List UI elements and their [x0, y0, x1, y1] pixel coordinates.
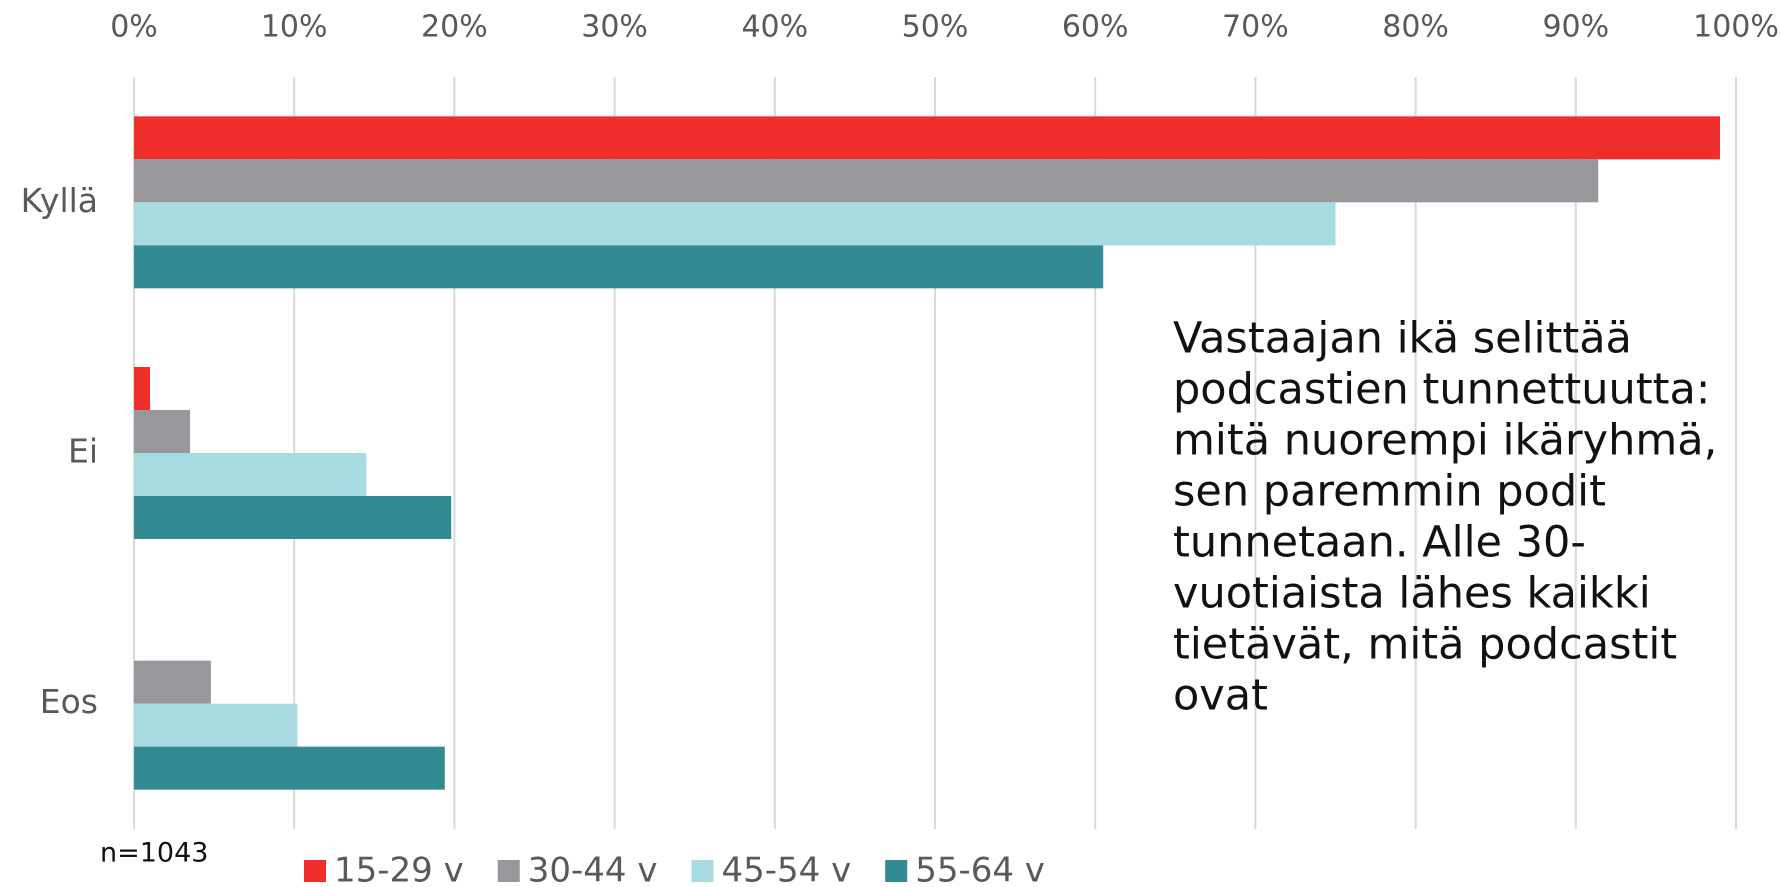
bar — [134, 453, 367, 496]
annotation-line: tietävät, mitä podcastit — [1173, 620, 1677, 670]
x-tick-label: 80% — [1382, 10, 1449, 45]
legend-swatch — [497, 860, 520, 882]
annotation-line: mitä nuorempi ikäryhmä, — [1173, 416, 1717, 466]
legend-label: 55-64 v — [915, 851, 1045, 887]
bar — [134, 245, 1104, 289]
annotation-line: podcastien tunnettuutta: — [1173, 365, 1710, 415]
annotation-line: ovat — [1173, 671, 1268, 721]
x-tick-label: 10% — [261, 10, 328, 45]
legend-label: 15-29 v — [334, 851, 464, 887]
category-label: Kyllä — [21, 181, 98, 220]
legend-label: 45-54 v — [721, 851, 851, 887]
x-tick-label: 100% — [1693, 10, 1779, 45]
x-tick-label: 20% — [421, 10, 488, 45]
bar — [134, 159, 1599, 203]
legend-swatch — [304, 860, 326, 882]
bar — [134, 202, 1336, 246]
bar — [134, 496, 452, 539]
sample-note: n=1043 — [100, 838, 208, 869]
category-label: Ei — [68, 432, 98, 471]
category-label: Eos — [40, 682, 98, 721]
annotation-line: sen paremmin podit — [1173, 467, 1606, 517]
bar — [134, 410, 191, 453]
x-tick-label: 30% — [581, 10, 648, 45]
bar — [134, 660, 211, 704]
x-tick-label: 70% — [1222, 10, 1289, 45]
bar — [134, 116, 1720, 160]
annotation-line: vuotiaista lähes kaikki — [1173, 569, 1651, 619]
legend-label: 30-44 v — [528, 851, 658, 887]
annotation-line: tunnetaan. Alle 30- — [1173, 518, 1586, 568]
x-tick-label: 60% — [1062, 10, 1129, 45]
x-tick-label: 50% — [902, 10, 969, 45]
legend-swatch — [691, 860, 714, 882]
annotation-line: Vastaajan ikä selittää — [1173, 314, 1632, 364]
bar — [134, 367, 151, 410]
x-tick-label: 0% — [110, 10, 158, 45]
x-tick-label: 40% — [741, 10, 808, 45]
bar — [134, 703, 298, 747]
bar — [134, 746, 445, 790]
legend-swatch — [885, 860, 908, 882]
x-tick-label: 90% — [1542, 10, 1609, 45]
